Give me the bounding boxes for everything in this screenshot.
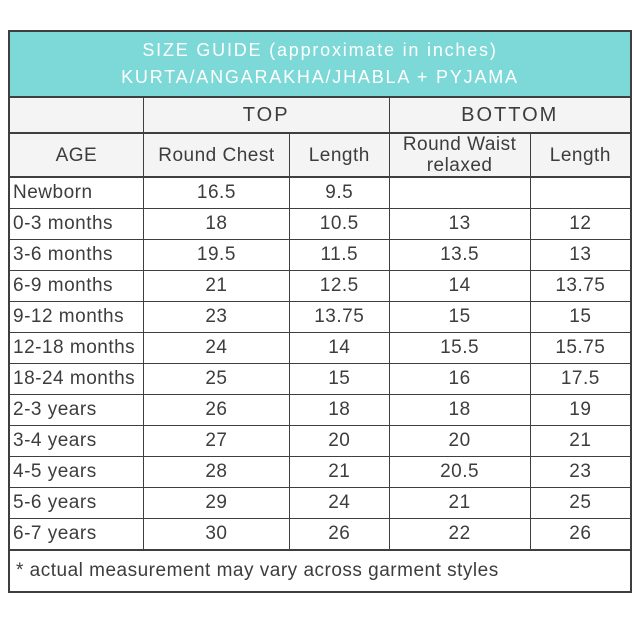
age-cell: Newborn [8, 176, 144, 209]
top-length-cell: 15 [289, 363, 390, 395]
age-cell: 18-24 months [8, 363, 144, 395]
top-length-cell: 24 [289, 487, 390, 519]
table-title: SIZE GUIDE (approximate in inches) KURTA… [8, 30, 632, 98]
waist-cell: 15.5 [388, 332, 531, 364]
column-header-round-chest: Round Chest [142, 132, 291, 178]
chest-cell: 18 [142, 208, 291, 240]
waist-cell: 21 [388, 487, 531, 519]
top-length-cell: 9.5 [289, 176, 390, 209]
table-row: 3-4 years 27 20 20 21 [8, 425, 632, 457]
bottom-length-cell: 15.75 [529, 332, 632, 364]
bottom-length-cell: 13 [529, 239, 632, 271]
table-row: Newborn 16.5 9.5 [8, 176, 632, 209]
table-row: 6-7 years 30 26 22 26 [8, 518, 632, 551]
chest-cell: 23 [142, 301, 291, 333]
waist-cell: 15 [388, 301, 531, 333]
chest-cell: 27 [142, 425, 291, 457]
waist-cell: 18 [388, 394, 531, 426]
size-guide-panel: SIZE GUIDE (approximate in inches) KURTA… [8, 30, 632, 593]
chest-cell: 16.5 [142, 176, 291, 209]
corner-cell [8, 96, 144, 134]
age-cell: 0-3 months [8, 208, 144, 240]
group-header-top: TOP [142, 96, 390, 134]
waist-cell: 20 [388, 425, 531, 457]
table-row: 3-6 months 19.5 11.5 13.5 13 [8, 239, 632, 271]
bottom-length-cell: 26 [529, 518, 632, 551]
top-length-cell: 18 [289, 394, 390, 426]
table-row: 6-9 months 21 12.5 14 13.75 [8, 270, 632, 302]
title-row: SIZE GUIDE (approximate in inches) KURTA… [8, 30, 632, 98]
top-length-cell: 26 [289, 518, 390, 551]
table-row: 5-6 years 29 24 21 25 [8, 487, 632, 519]
top-length-cell: 11.5 [289, 239, 390, 271]
chest-cell: 29 [142, 487, 291, 519]
column-header-row: AGE Round Chest Length Round Waist relax… [8, 132, 632, 178]
bottom-length-cell: 21 [529, 425, 632, 457]
waist-cell: 22 [388, 518, 531, 551]
table-row: 12-18 months 24 14 15.5 15.75 [8, 332, 632, 364]
chest-cell: 25 [142, 363, 291, 395]
top-length-cell: 13.75 [289, 301, 390, 333]
top-length-cell: 10.5 [289, 208, 390, 240]
table-row: 18-24 months 25 15 16 17.5 [8, 363, 632, 395]
waist-cell: 13 [388, 208, 531, 240]
age-cell: 6-9 months [8, 270, 144, 302]
column-header-age: AGE [8, 132, 144, 178]
age-cell: 6-7 years [8, 518, 144, 551]
age-cell: 5-6 years [8, 487, 144, 519]
size-guide-table: SIZE GUIDE (approximate in inches) KURTA… [8, 30, 632, 593]
table-title-line1: SIZE GUIDE (approximate in inches) [142, 40, 498, 60]
bottom-length-cell [529, 176, 632, 209]
waist-cell: 14 [388, 270, 531, 302]
waist-cell: 16 [388, 363, 531, 395]
waist-cell: 20.5 [388, 456, 531, 488]
top-length-cell: 14 [289, 332, 390, 364]
age-cell: 12-18 months [8, 332, 144, 364]
group-header-row: TOP BOTTOM [8, 96, 632, 134]
age-cell: 4-5 years [8, 456, 144, 488]
table-row: 0-3 months 18 10.5 13 12 [8, 208, 632, 240]
bottom-length-cell: 19 [529, 394, 632, 426]
age-cell: 2-3 years [8, 394, 144, 426]
chest-cell: 21 [142, 270, 291, 302]
chest-cell: 24 [142, 332, 291, 364]
column-header-bottom-length: Length [529, 132, 632, 178]
table-row: 4-5 years 28 21 20.5 23 [8, 456, 632, 488]
group-header-bottom: BOTTOM [388, 96, 632, 134]
age-cell: 9-12 months [8, 301, 144, 333]
waist-cell [388, 176, 531, 209]
age-cell: 3-6 months [8, 239, 144, 271]
bottom-length-cell: 12 [529, 208, 632, 240]
bottom-length-cell: 17.5 [529, 363, 632, 395]
bottom-length-cell: 23 [529, 456, 632, 488]
bottom-length-cell: 15 [529, 301, 632, 333]
age-cell: 3-4 years [8, 425, 144, 457]
chest-cell: 30 [142, 518, 291, 551]
chest-cell: 19.5 [142, 239, 291, 271]
chest-cell: 28 [142, 456, 291, 488]
table-title-line2: KURTA/ANGARAKHA/JHABLA + PYJAMA [121, 67, 519, 87]
top-length-cell: 12.5 [289, 270, 390, 302]
chest-cell: 26 [142, 394, 291, 426]
top-length-cell: 20 [289, 425, 390, 457]
bottom-length-cell: 25 [529, 487, 632, 519]
column-header-top-length: Length [289, 132, 390, 178]
column-header-round-waist: Round Waist relaxed [388, 132, 531, 178]
bottom-length-cell: 13.75 [529, 270, 632, 302]
table-row: 9-12 months 23 13.75 15 15 [8, 301, 632, 333]
table-row: 2-3 years 26 18 18 19 [8, 394, 632, 426]
top-length-cell: 21 [289, 456, 390, 488]
waist-cell: 13.5 [388, 239, 531, 271]
footnote-text: * actual measurement may vary across gar… [8, 549, 632, 593]
footnote-row: * actual measurement may vary across gar… [8, 549, 632, 593]
